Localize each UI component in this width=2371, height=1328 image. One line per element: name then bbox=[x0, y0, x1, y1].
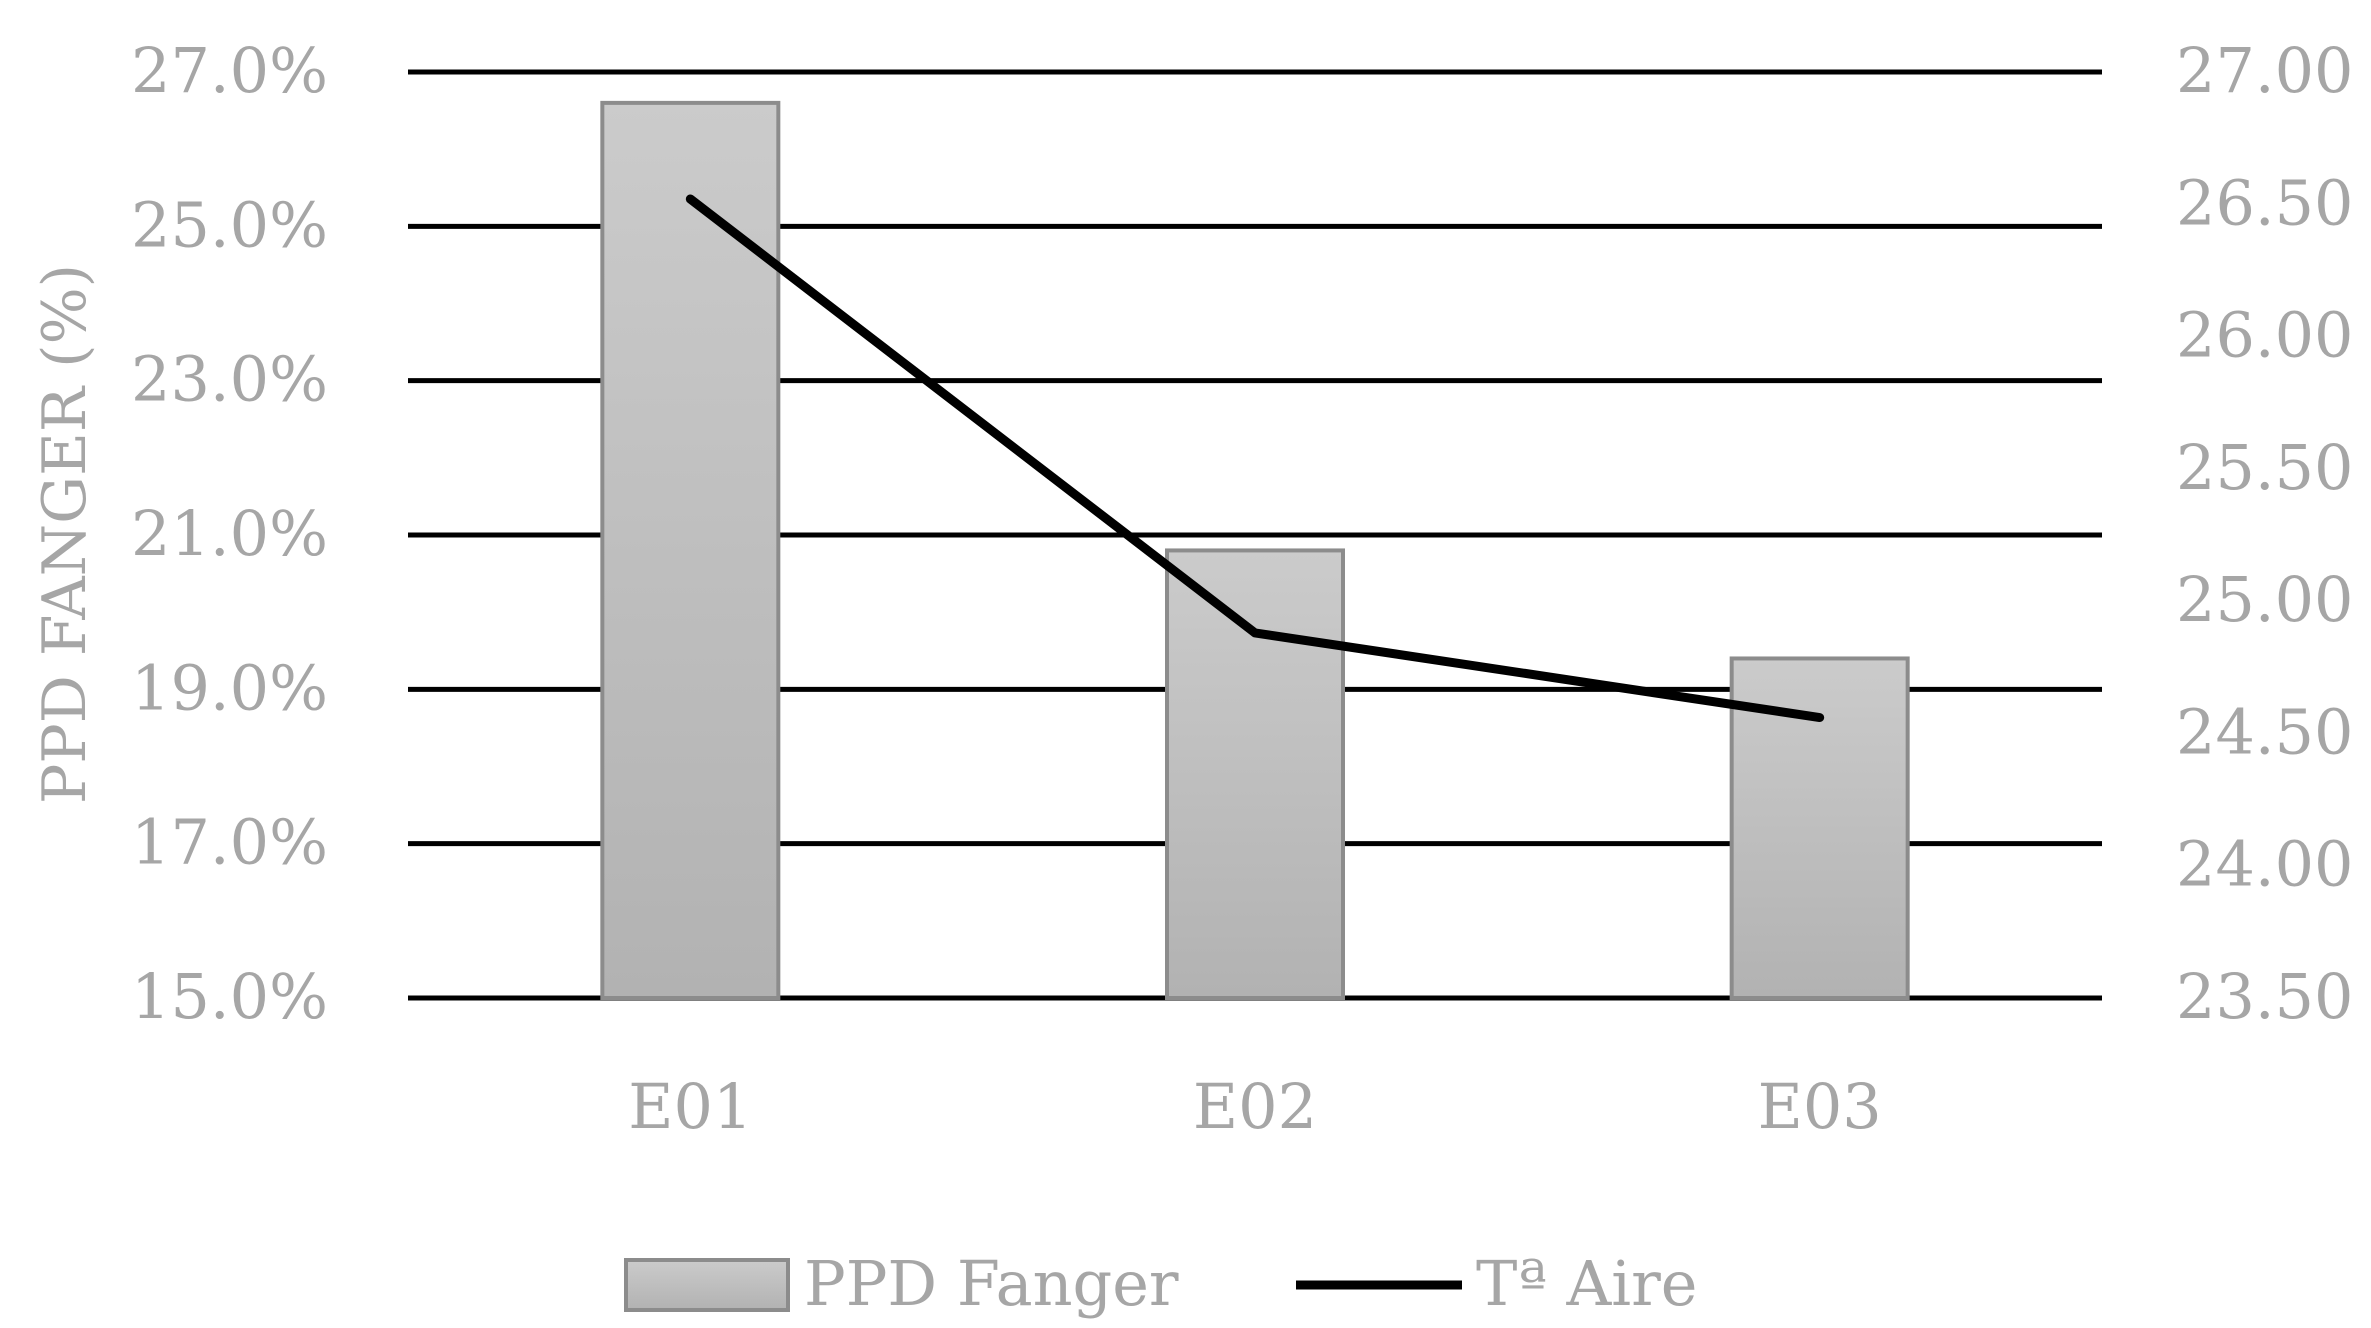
left-tick-label: 21.0% bbox=[131, 497, 328, 570]
right-tick-label: 27.00 bbox=[2176, 34, 2354, 107]
left-tick-label: 25.0% bbox=[131, 188, 328, 261]
bar-e01 bbox=[600, 100, 781, 1001]
right-tick-label: 26.50 bbox=[2176, 166, 2354, 239]
right-tick-label: 23.50 bbox=[2176, 960, 2354, 1033]
right-tick-label: 26.00 bbox=[2176, 299, 2354, 372]
right-tick-label: 25.50 bbox=[2176, 431, 2354, 504]
legend-label-line: Tª Aire bbox=[1476, 1247, 1697, 1320]
left-tick-label: 27.0% bbox=[131, 34, 328, 107]
right-tick-label: 24.50 bbox=[2176, 695, 2354, 768]
legend: PPD Fanger Tª Aire bbox=[624, 1247, 1697, 1320]
right-axis-ticks: 23.50 24.00 24.50 25.00 25.50 26.00 26.50 27.00 bbox=[2176, 34, 2354, 1033]
left-tick-label: 15.0% bbox=[131, 960, 328, 1033]
bar-e02 bbox=[1165, 548, 1345, 1001]
x-tick-label: E01 bbox=[628, 1070, 752, 1143]
x-tick-label: E03 bbox=[1758, 1070, 1882, 1143]
y-axis-title: PPD FANGER (%) bbox=[30, 264, 100, 804]
left-tick-label: 17.0% bbox=[131, 806, 328, 879]
bar-series bbox=[600, 100, 1910, 1001]
x-tick-label: E02 bbox=[1193, 1070, 1317, 1143]
legend-label-bar: PPD Fanger bbox=[804, 1247, 1179, 1320]
right-tick-label: 25.00 bbox=[2176, 563, 2354, 636]
x-axis-ticks: E01 E02 E03 bbox=[628, 1070, 1881, 1143]
legend-swatch-bar bbox=[624, 1258, 790, 1312]
left-tick-label: 23.0% bbox=[131, 343, 328, 416]
left-tick-label: 19.0% bbox=[131, 651, 328, 724]
right-tick-label: 24.00 bbox=[2176, 828, 2354, 901]
left-axis-ticks: 15.0% 17.0% 19.0% 21.0% 23.0% 25.0% 27.0% bbox=[131, 34, 328, 1033]
line-series bbox=[685, 194, 1825, 723]
